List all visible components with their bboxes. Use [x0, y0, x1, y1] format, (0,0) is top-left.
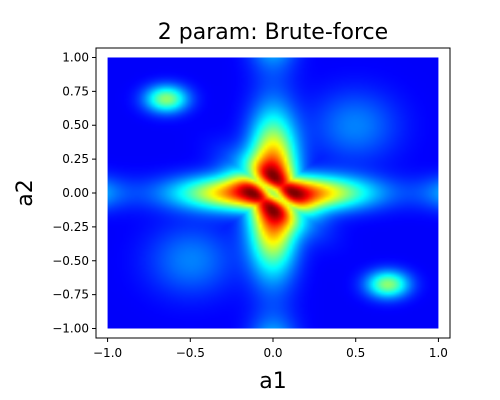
- y-tick-label: 0.50: [62, 118, 89, 132]
- y-tick-label: 1.00: [62, 50, 89, 64]
- x-tick-label: 0.0: [263, 346, 282, 360]
- chart-title: 2 param: Brute-force: [158, 20, 388, 45]
- x-tick-label: 0.5: [346, 346, 365, 360]
- y-axis-label: a2: [13, 179, 38, 206]
- plot-area: [95, 47, 451, 339]
- y-tick-label: 0.75: [62, 84, 89, 98]
- x-tick-label: 1.0: [429, 346, 448, 360]
- x-tick-label: −0.5: [176, 346, 205, 360]
- heatmap-image: [107, 57, 439, 329]
- x-axis-ticks: −1.0 −0.5 0.0 0.5 1.0: [93, 338, 448, 360]
- y-tick-label: −0.75: [52, 288, 89, 302]
- x-tick-label: −1.0: [93, 346, 122, 360]
- y-tick-label: 0.25: [62, 152, 89, 166]
- y-tick-label: −0.25: [52, 220, 89, 234]
- y-tick-label: −1.00: [52, 322, 89, 336]
- x-axis-label: a1: [259, 369, 286, 394]
- y-axis-ticks: 1.00 0.75 0.50 0.25 0.00 −0.25 −0.50 −0.75 −1.00: [52, 50, 96, 336]
- y-tick-label: −0.50: [52, 254, 89, 268]
- y-tick-label: 0.00: [62, 186, 89, 200]
